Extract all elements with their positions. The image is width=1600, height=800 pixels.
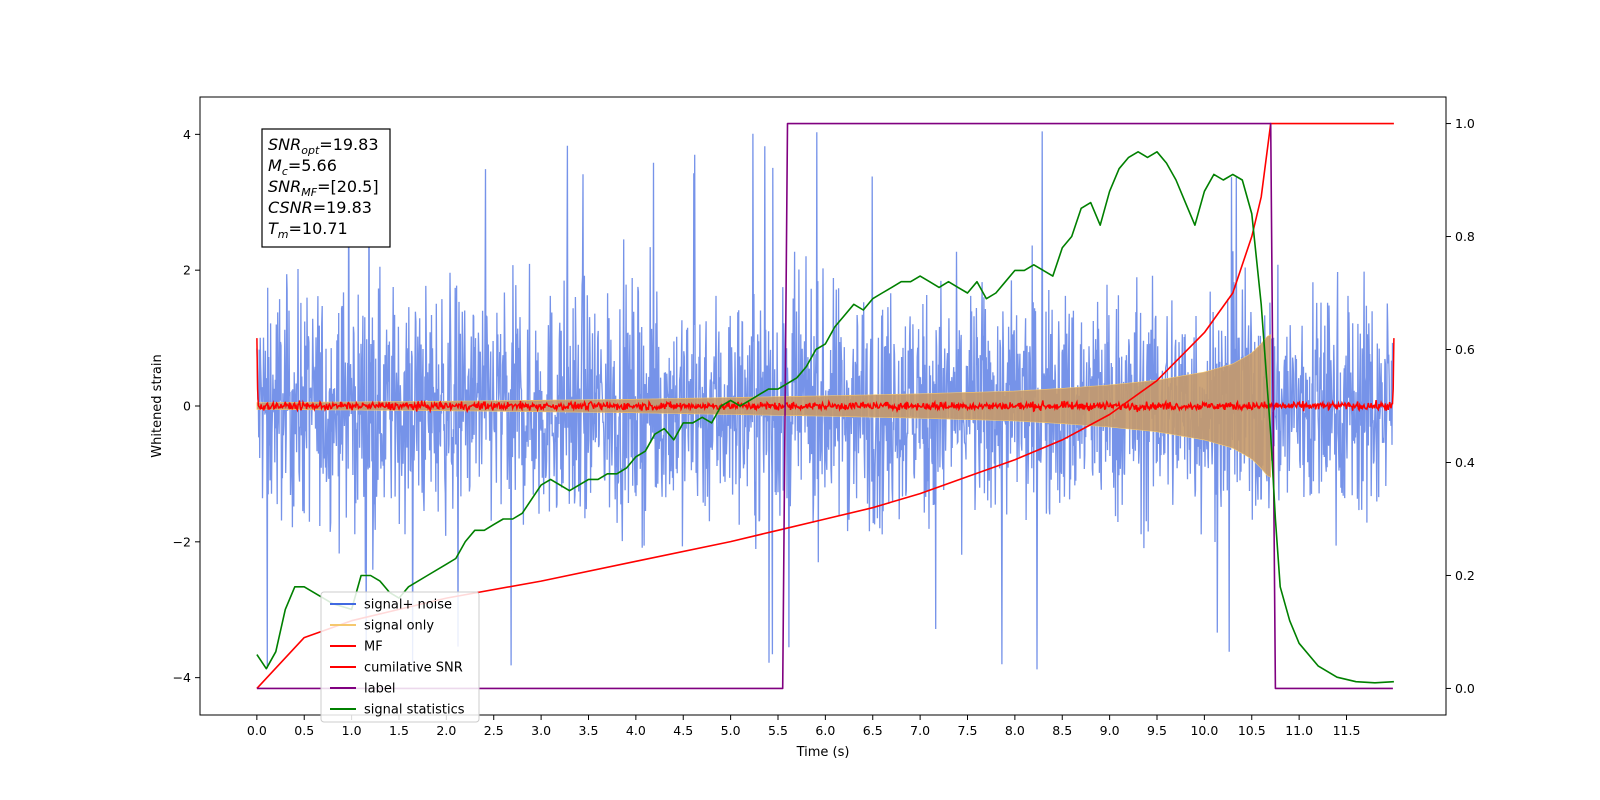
x-tick-label: 7.5	[958, 723, 978, 738]
x-tick-label: 11.5	[1333, 723, 1361, 738]
info-subscript: MF	[301, 186, 317, 199]
x-tick-label: 11.0	[1285, 723, 1313, 738]
x-tick-label: 4.5	[673, 723, 693, 738]
x-tick-label: 0.0	[247, 723, 267, 738]
plot-area	[256, 122, 1395, 690]
x-tick-label: 6.5	[863, 723, 883, 738]
x-tick-label: 1.0	[342, 723, 362, 738]
y-tick-label: −2	[173, 534, 191, 549]
legend-label: MF	[364, 640, 383, 655]
legend-label: label	[364, 682, 395, 697]
y2-tick-label: 0.6	[1455, 342, 1475, 357]
info-symbol: CSNR	[268, 198, 313, 217]
info-value: =10.71	[289, 219, 348, 238]
info-line: SNRopt=19.83	[268, 135, 379, 157]
x-tick-label: 2.0	[436, 723, 456, 738]
x-tick-label: 8.0	[1005, 723, 1025, 738]
y-tick-label: 2	[183, 263, 191, 278]
x-tick-label: 2.5	[484, 723, 504, 738]
y-axis-right: 0.0 0.2 0.4 0.6 0.8 1.0	[1446, 116, 1475, 696]
x-tick-label: 7.0	[910, 723, 930, 738]
info-value: =[20.5]	[317, 177, 379, 196]
y2-tick-label: 0.2	[1455, 568, 1475, 583]
legend-label: signal+ noise	[364, 598, 452, 613]
legend-label: cumilative SNR	[364, 661, 463, 676]
info-symbol: T	[268, 219, 279, 238]
x-tick-label: 0.5	[294, 723, 314, 738]
legend-label: signal only	[364, 619, 434, 634]
series-signal-statistics	[256, 151, 1394, 684]
info-subscript: c	[282, 165, 288, 178]
info-value: =19.83	[313, 198, 372, 217]
y-tick-label: −4	[173, 670, 191, 685]
legend-label: signal statistics	[364, 703, 465, 718]
y-tick-label: 0	[183, 399, 191, 414]
x-tick-label: 9.0	[1100, 723, 1120, 738]
info-subscript: opt	[301, 144, 320, 157]
info-symbol: SNR	[268, 177, 301, 196]
series-label	[256, 122, 1393, 690]
y2-tick-label: 1.0	[1455, 116, 1475, 131]
x-tick-label: 9.5	[1147, 723, 1167, 738]
info-symbol: M	[268, 156, 282, 175]
legend: signal+ noise signal only MF cumilative SNR…	[320, 591, 480, 723]
y-axis-left: −4 −2 0 2 4	[173, 127, 200, 685]
y-axis-label: Whitened strain	[150, 354, 165, 457]
x-tick-label: 10.5	[1238, 723, 1266, 738]
info-line: CSNR=19.83	[268, 198, 372, 217]
x-tick-label: 10.0	[1190, 723, 1218, 738]
y2-tick-label: 0.0	[1455, 681, 1475, 696]
info-value: =19.83	[319, 135, 378, 154]
legend-frame	[320, 591, 480, 723]
x-tick-label: 5.5	[768, 723, 788, 738]
y-tick-label: 4	[183, 127, 191, 142]
x-axis: 0.0 0.5 1.0 1.5 2.0 2.5 3.0 3.5 4.0 4.5 5.0 5.5 6.0 6…	[247, 715, 1361, 738]
x-tick-label: 3.5	[579, 723, 599, 738]
info-subscript: m	[278, 228, 289, 241]
info-box-frame	[261, 128, 391, 248]
series-mf	[256, 338, 1395, 414]
x-tick-label: 8.5	[1052, 723, 1072, 738]
x-tick-label: 3.0	[531, 723, 551, 738]
x-axis-label: Time (s)	[796, 745, 850, 760]
x-tick-label: 4.0	[626, 723, 646, 738]
x-tick-label: 5.0	[721, 723, 741, 738]
info-value: =5.66	[288, 156, 337, 175]
info-line: Mc=5.66	[268, 156, 337, 178]
x-tick-label: 1.5	[389, 723, 409, 738]
info-box: SNRopt=19.83Mc=5.66SNRMF=[20.5]CSNR=19.8…	[261, 128, 391, 248]
y2-tick-label: 0.4	[1455, 455, 1475, 470]
info-symbol: SNR	[268, 135, 301, 154]
x-tick-label: 6.0	[815, 723, 835, 738]
info-line: SNRMF=[20.5]	[268, 177, 379, 199]
info-line: Tm=10.71	[268, 219, 348, 241]
y2-tick-label: 0.8	[1455, 229, 1475, 244]
